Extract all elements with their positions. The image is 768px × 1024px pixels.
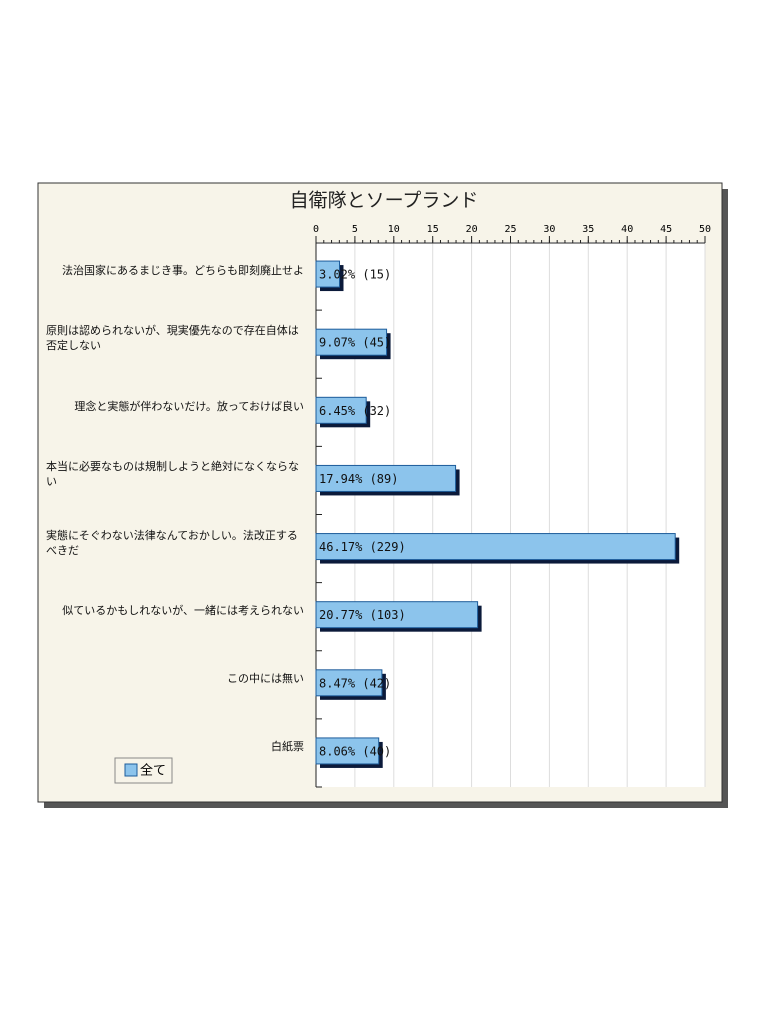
x-tick-label: 5 bbox=[352, 224, 358, 235]
y-tick-label: 理念と実態が伴わないだけ。放っておけば良い bbox=[46, 399, 304, 414]
x-tick-label: 15 bbox=[427, 224, 439, 235]
x-tick-label: 50 bbox=[699, 224, 711, 235]
category-text: この中には無い bbox=[227, 672, 304, 686]
x-tick-label: 40 bbox=[621, 224, 633, 235]
y-tick-label: 本当に必要なものは規制しようと絶対になくならない bbox=[46, 459, 304, 489]
value-label: 17.94% (89) bbox=[319, 472, 398, 486]
category-text: 原則は認められないが、現実優先なので存在自体は否定しない bbox=[46, 324, 299, 353]
y-tick-label: この中には無い bbox=[46, 671, 304, 686]
chart-title: 自衛隊とソープランド bbox=[290, 190, 479, 212]
y-tick-label: 似ているかもしれないが、一緒には考えられない bbox=[46, 603, 304, 618]
bar bbox=[315, 396, 367, 424]
value-label: 8.06% (40) bbox=[319, 744, 391, 758]
category-text: 実態にそぐわない法律なんておかしい。法改正するべきだ bbox=[46, 528, 298, 557]
x-tick-label: 45 bbox=[660, 224, 672, 235]
bar bbox=[315, 328, 388, 356]
x-tick-label: 35 bbox=[582, 224, 594, 235]
x-tick-label: 20 bbox=[466, 224, 478, 235]
value-label: 3.02% (15) bbox=[319, 268, 391, 282]
y-tick-label: 法治国家にあるまじき事。どちらも即刻廃止せよ bbox=[46, 263, 304, 278]
bar bbox=[315, 464, 457, 492]
bar bbox=[315, 260, 340, 288]
value-label: 9.07% (45) bbox=[319, 336, 391, 350]
y-tick-label: 白紙票 bbox=[46, 739, 304, 754]
category-text: 似ているかもしれないが、一緒には考えられない bbox=[62, 604, 304, 618]
x-tick-label: 30 bbox=[543, 224, 555, 235]
category-text: 白紙票 bbox=[271, 740, 304, 754]
legend-swatch bbox=[124, 763, 138, 777]
category-text: 本当に必要なものは規制しようと絶対になくならない bbox=[46, 460, 299, 489]
x-tick-label: 25 bbox=[504, 224, 516, 235]
y-tick-label: 実態にそぐわない法律なんておかしい。法改正するべきだ bbox=[46, 528, 304, 558]
bar bbox=[315, 669, 383, 697]
value-label: 20.77% (103) bbox=[319, 608, 406, 622]
value-label: 46.17% (229) bbox=[319, 540, 406, 554]
x-tick-label: 0 bbox=[313, 224, 319, 235]
bar bbox=[315, 601, 479, 629]
bar bbox=[315, 533, 676, 561]
value-label: 6.45% (32) bbox=[319, 404, 391, 418]
category-text: 理念と実態が伴わないだけ。放っておけば良い bbox=[74, 399, 304, 413]
legend-label: 全て bbox=[140, 763, 166, 779]
x-tick-label: 10 bbox=[388, 224, 400, 235]
value-label: 8.47% (42) bbox=[319, 676, 391, 690]
category-text: 法治国家にあるまじき事。どちらも即刻廃止せよ bbox=[62, 263, 304, 277]
bar bbox=[315, 737, 380, 765]
y-tick-label: 原則は認められないが、現実優先なので存在自体は否定しない bbox=[46, 323, 304, 353]
